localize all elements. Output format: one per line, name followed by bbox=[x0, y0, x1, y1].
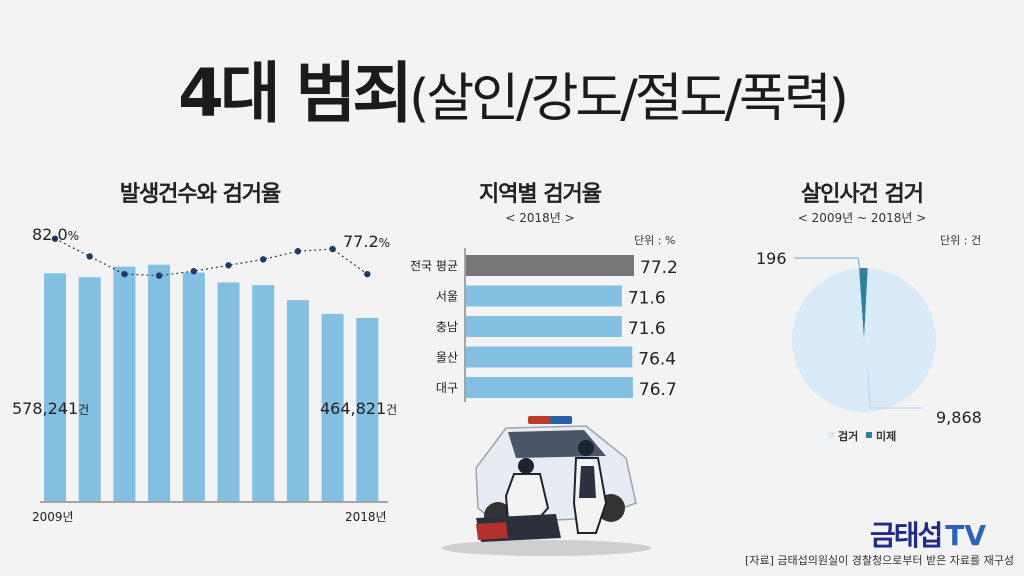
rate-point bbox=[155, 272, 163, 279]
category-label: 서울 bbox=[436, 290, 458, 304]
value-label: 76.4 bbox=[638, 350, 676, 370]
leader-line bbox=[794, 257, 861, 272]
regional-chart-subtitle: < 2018년 > bbox=[505, 211, 575, 225]
bar bbox=[466, 255, 634, 276]
murder-chart-title: 살인사건 검거 bbox=[800, 182, 924, 207]
bar bbox=[182, 272, 205, 501]
tick-label-end: 2018년 bbox=[345, 510, 387, 524]
slice-value-label: 9,868 bbox=[936, 408, 982, 427]
rate-point bbox=[86, 253, 93, 260]
page-title: 4대 범죄(살인/강도/절도/폭력) bbox=[0, 40, 1024, 132]
category-label: 대구 bbox=[436, 381, 458, 395]
pie-slice bbox=[858, 268, 868, 340]
rate-point bbox=[121, 270, 128, 278]
regional-chart-title: 지역별 검거율 bbox=[478, 182, 602, 207]
pie-slice bbox=[792, 268, 937, 412]
rate-line bbox=[54, 238, 368, 277]
category-label: 충남 bbox=[436, 320, 458, 334]
rate-point bbox=[225, 262, 232, 269]
bar bbox=[286, 300, 309, 501]
rate-point bbox=[364, 270, 371, 278]
logo-tv: TV bbox=[945, 519, 987, 552]
bar bbox=[44, 273, 66, 501]
category-label: 전국 평균 bbox=[410, 259, 458, 273]
bar bbox=[78, 277, 101, 501]
logo: 금태섭 TV bbox=[870, 514, 1015, 552]
title-sub: (살인/강도/절도/폭력) bbox=[409, 69, 849, 129]
value-label: 76.7 bbox=[639, 380, 677, 400]
bar bbox=[252, 285, 275, 501]
category-label: 울산 bbox=[436, 351, 458, 365]
legend-label: 미제 bbox=[876, 429, 896, 443]
start-rate-label: 82.0% bbox=[32, 225, 79, 244]
rate-point bbox=[329, 245, 336, 253]
bar bbox=[466, 346, 633, 368]
end-count-label: 464,821건 bbox=[320, 399, 397, 418]
police-scene-illustration bbox=[441, 416, 651, 556]
legend-swatch bbox=[828, 432, 834, 438]
murder-chart-subtitle: < 2009년 ~ 2018년 > bbox=[797, 211, 927, 225]
start-count-label: 578,241건 bbox=[12, 399, 89, 418]
value-label: 77.2 bbox=[640, 258, 678, 278]
leader-line bbox=[867, 369, 924, 409]
rate-point bbox=[260, 256, 267, 263]
bar bbox=[321, 313, 344, 501]
source-note: [자료] 금태섭의원실이 경찰청으로부터 받은 자료를 재구성 bbox=[745, 554, 1014, 567]
rate-point bbox=[190, 267, 197, 275]
bar bbox=[466, 377, 633, 398]
bar bbox=[113, 266, 136, 501]
rate-point bbox=[294, 248, 302, 255]
bar bbox=[466, 316, 622, 337]
rate-point bbox=[51, 235, 59, 242]
regional-unit: 단위 : % bbox=[634, 234, 676, 247]
bar bbox=[148, 264, 171, 501]
legend-label: 검거 bbox=[838, 429, 858, 443]
value-label: 71.6 bbox=[628, 319, 666, 339]
bar bbox=[217, 282, 240, 501]
logo-text: 금태섭 bbox=[870, 519, 943, 552]
bar bbox=[356, 317, 379, 501]
tick-label-start: 2009년 bbox=[32, 510, 74, 524]
value-label: 71.6 bbox=[628, 289, 666, 309]
end-rate-label: 77.2% bbox=[343, 232, 390, 251]
murder-unit: 단위 : 건 bbox=[940, 234, 982, 247]
occurrence-chart-title: 발생건수와 검거율 bbox=[119, 182, 282, 207]
title-main: 4대 범죄 bbox=[178, 55, 413, 132]
slice-value-label: 196 bbox=[756, 249, 787, 268]
legend-swatch bbox=[866, 432, 872, 438]
bar bbox=[466, 285, 622, 307]
